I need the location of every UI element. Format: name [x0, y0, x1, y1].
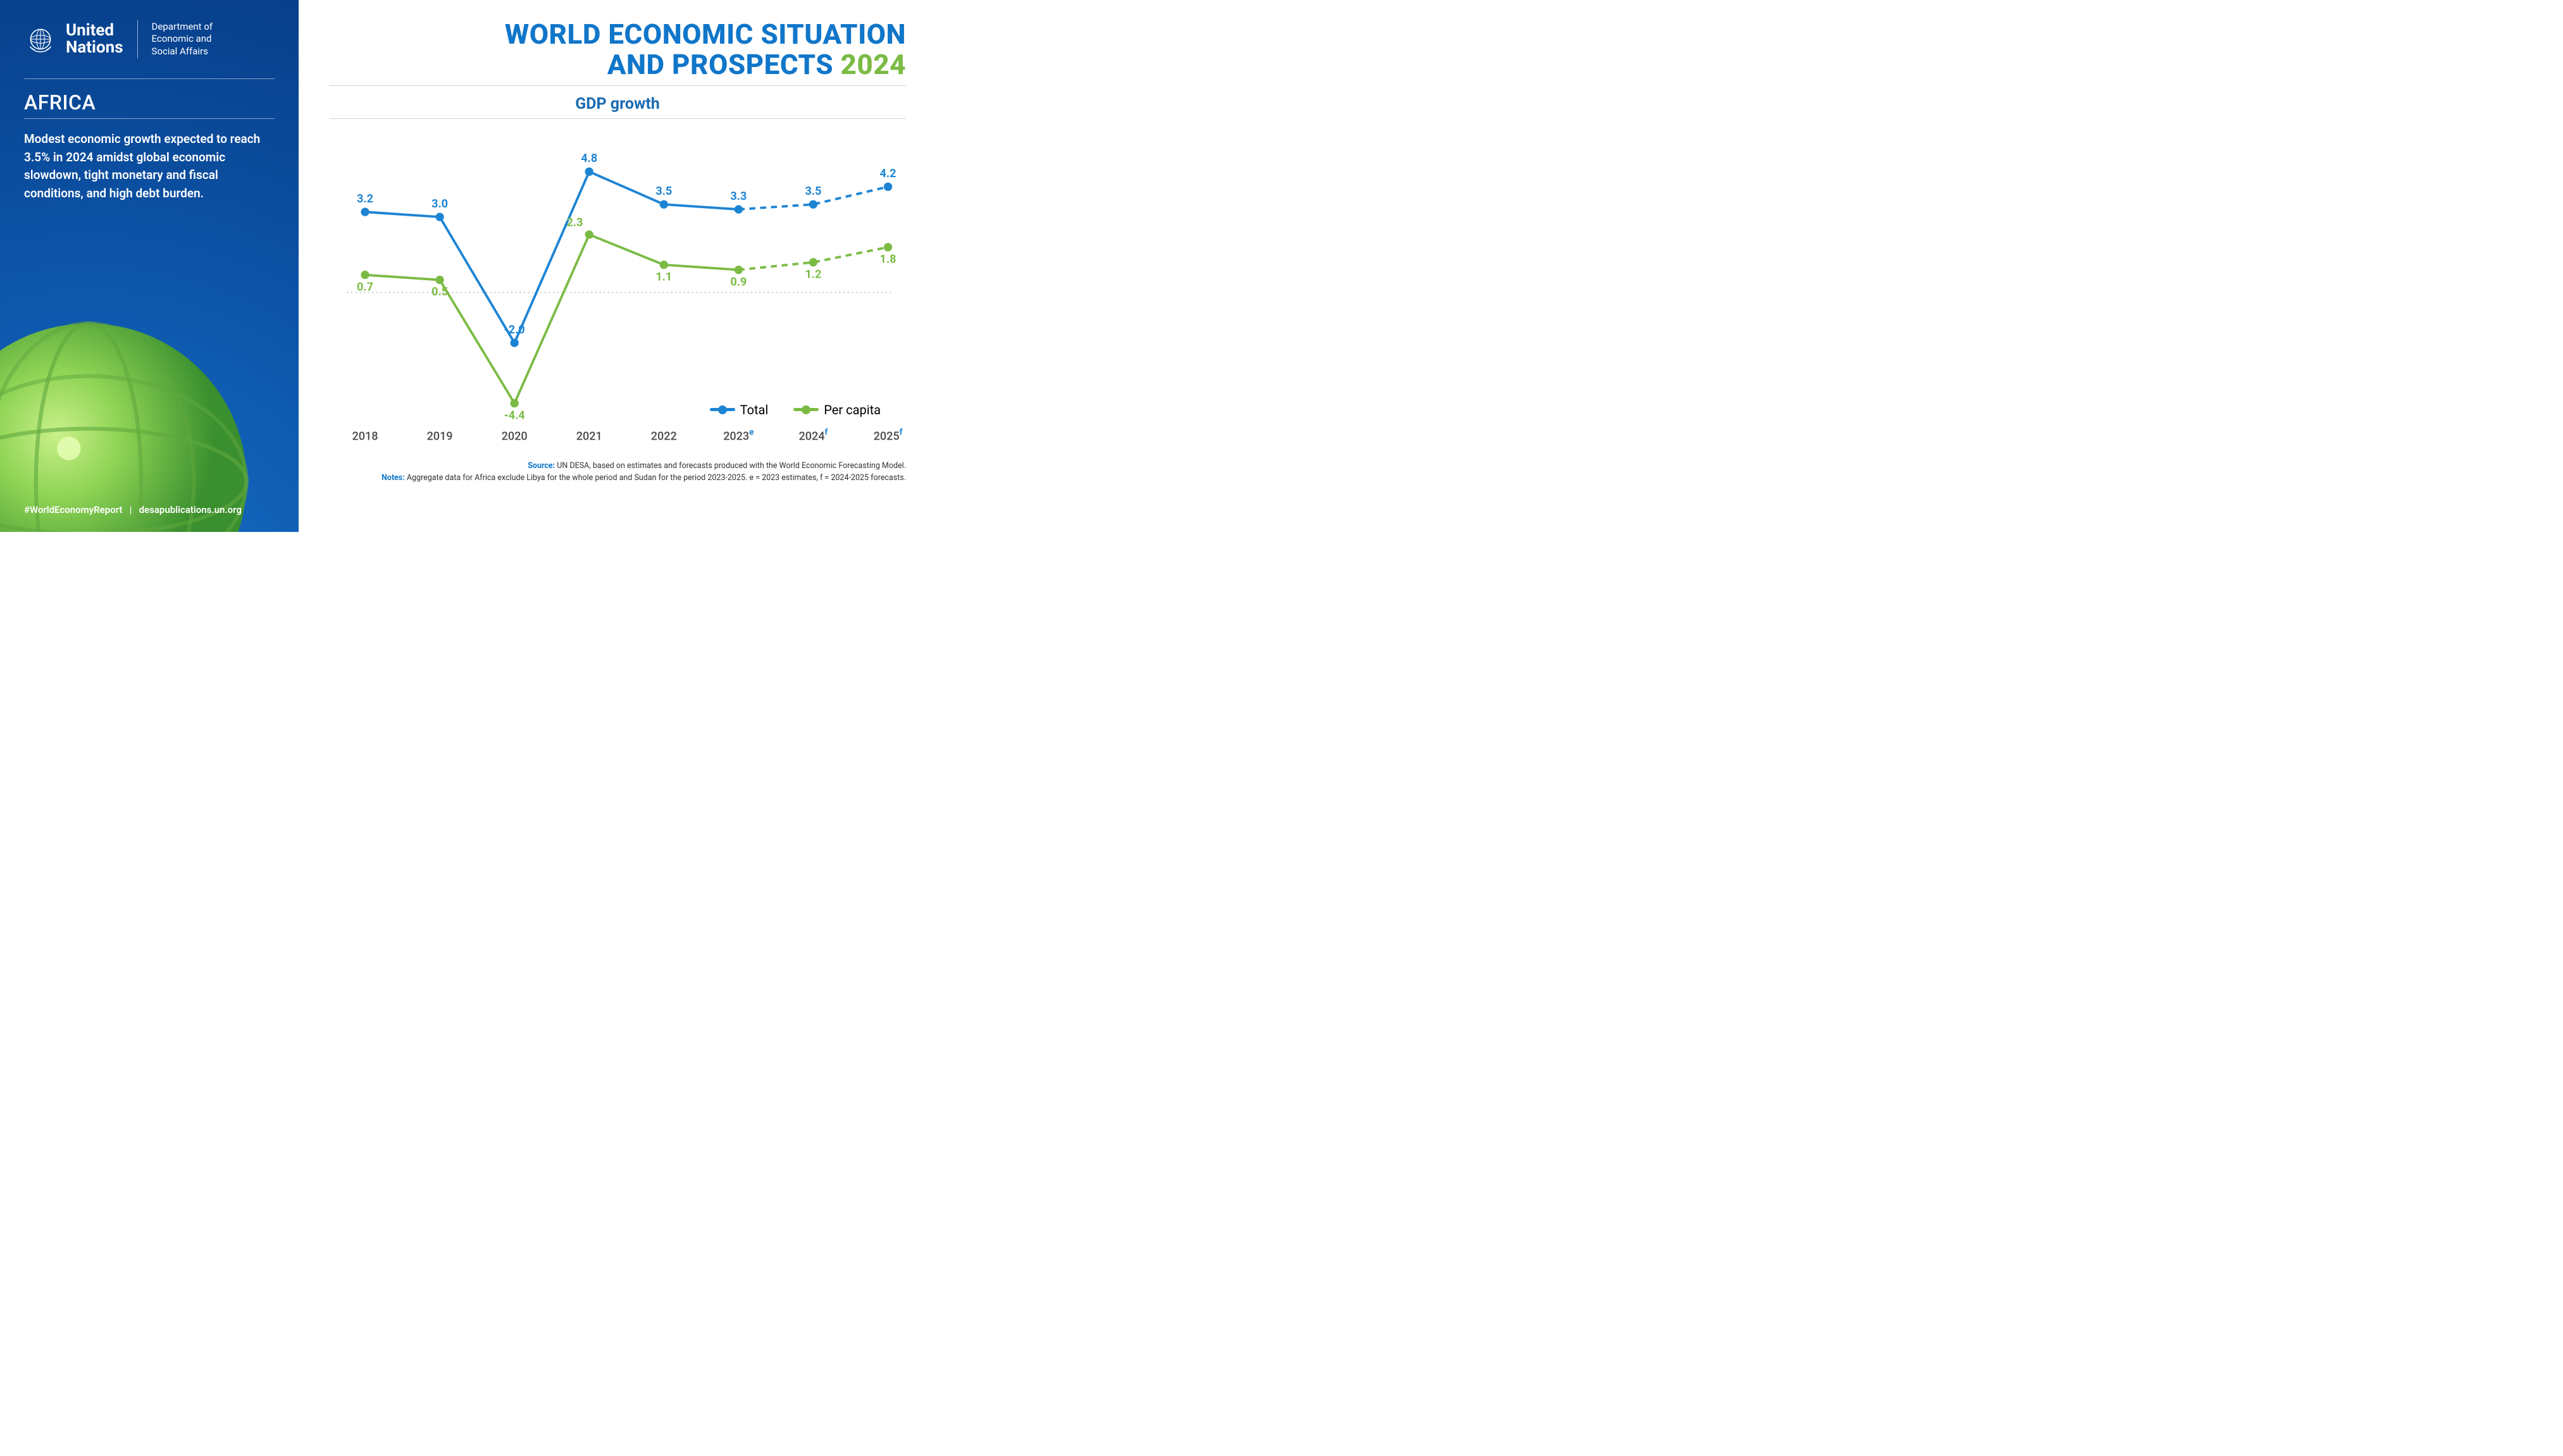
svg-text:2020: 2020 — [502, 429, 528, 443]
un-emblem-icon — [24, 23, 57, 56]
title-block: WORLD ECONOMIC SITUATION AND PROSPECTS 2… — [329, 19, 906, 80]
footer-links: #WorldEconomyReport | desapublications.u… — [24, 504, 242, 515]
svg-text:0.9: 0.9 — [730, 275, 747, 288]
divider-horizontal — [24, 118, 275, 119]
legend-label-total: Total — [740, 402, 769, 417]
org-name: United Nations — [66, 22, 123, 57]
svg-text:4.8: 4.8 — [581, 152, 597, 165]
dept-line2: Economic and — [152, 33, 213, 46]
title-year: 2024 — [841, 48, 907, 81]
dept-line3: Social Affairs — [152, 46, 213, 58]
sidebar-panel: United Nations Department of Economic an… — [0, 0, 299, 532]
dept-line1: Department of — [152, 21, 213, 34]
summary-text: Modest economic growth expected to reach… — [24, 130, 264, 202]
svg-text:2024f: 2024f — [799, 427, 828, 443]
svg-text:-4.4: -4.4 — [504, 409, 525, 422]
source-text: UN DESA, based on estimates and forecast… — [555, 461, 906, 471]
org-line1: United — [66, 22, 123, 39]
svg-text:2019: 2019 — [427, 429, 453, 443]
svg-text:0.7: 0.7 — [357, 280, 373, 293]
logo-row: United Nations Department of Economic an… — [24, 20, 275, 71]
department-name: Department of Economic and Social Affair… — [152, 21, 213, 58]
svg-text:-2.0: -2.0 — [504, 323, 525, 336]
svg-text:1.8: 1.8 — [880, 252, 897, 266]
svg-text:3.0: 3.0 — [431, 197, 448, 211]
title-line2a: AND PROSPECTS — [607, 48, 841, 81]
svg-text:3.3: 3.3 — [730, 190, 747, 203]
hashtag: #WorldEconomyReport — [24, 504, 122, 515]
svg-text:3.5: 3.5 — [655, 185, 672, 198]
legend-swatch-percapita — [793, 408, 819, 411]
svg-text:2025f: 2025f — [874, 427, 903, 443]
svg-text:2022: 2022 — [651, 429, 677, 443]
title-line2: AND PROSPECTS 2024 — [329, 49, 906, 80]
legend-swatch-total — [710, 408, 735, 411]
divider-horizontal — [329, 85, 906, 86]
chart-notes: Source: UN DESA, based on estimates and … — [329, 460, 906, 484]
svg-text:1.1: 1.1 — [655, 270, 672, 283]
svg-text:3.2: 3.2 — [357, 192, 373, 206]
legend-item-total: Total — [710, 402, 769, 417]
divider-horizontal — [24, 78, 275, 79]
source-label: Source: — [528, 461, 555, 471]
svg-text:2018: 2018 — [352, 429, 378, 443]
region-title: AFRICA — [24, 90, 275, 114]
svg-text:0.5: 0.5 — [431, 285, 448, 299]
svg-text:2.3: 2.3 — [566, 216, 583, 229]
separator: | — [130, 504, 132, 515]
svg-text:2023e: 2023e — [723, 427, 754, 443]
chart-title: GDP growth — [329, 95, 906, 113]
notes-text: Aggregate data for Africa exclude Libya … — [405, 473, 906, 483]
chart-area: 2018 2019 2020 2021 2022 2023e 2024f 2025f 3.2 3.… — [329, 128, 906, 457]
main-panel: WORLD ECONOMIC SITUATION AND PROSPECTS 2… — [299, 0, 936, 532]
legend-item-percapita: Per capita — [793, 402, 881, 417]
svg-text:4.2: 4.2 — [880, 167, 897, 180]
svg-text:3.5: 3.5 — [805, 185, 821, 198]
globe-illustration — [0, 317, 253, 532]
notes-label: Notes: — [382, 473, 405, 483]
svg-text:2021: 2021 — [576, 429, 602, 443]
divider-vertical — [137, 20, 138, 58]
org-line2: Nations — [66, 39, 123, 56]
divider-horizontal — [329, 118, 906, 119]
title-line1: WORLD ECONOMIC SITUATION — [329, 19, 906, 49]
url: desapublications.un.org — [139, 504, 242, 515]
legend-label-percapita: Per capita — [824, 402, 881, 417]
svg-text:1.2: 1.2 — [805, 268, 821, 281]
chart-legend: Total Per capita — [710, 402, 881, 417]
